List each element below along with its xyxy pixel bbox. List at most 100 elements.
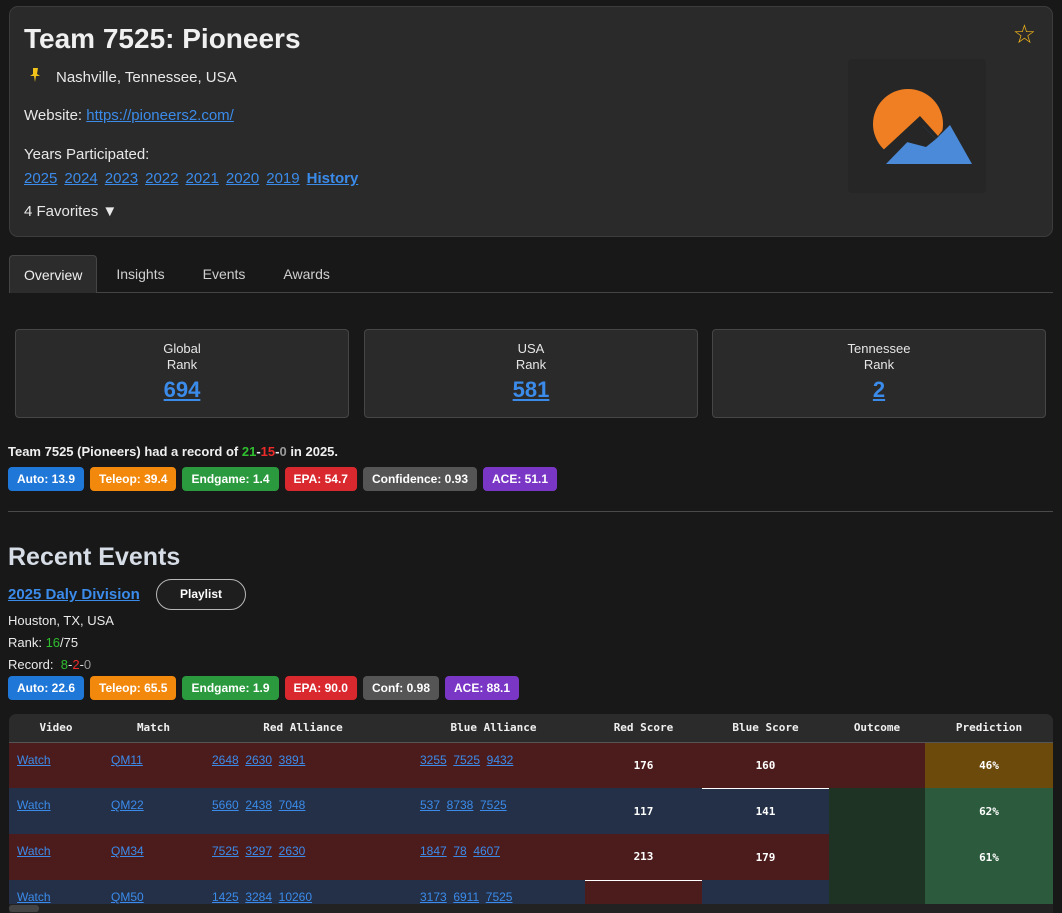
blue-score-cell: 179 xyxy=(702,834,829,880)
recent-events-title: Recent Events xyxy=(8,543,181,571)
team-link[interactable]: 7048 xyxy=(278,798,306,812)
event-rank-label: Rank: xyxy=(8,635,46,650)
team-link[interactable]: 10260 xyxy=(278,890,313,904)
year-link-2022[interactable]: 2022 xyxy=(145,170,179,187)
team-link[interactable]: 7525 xyxy=(212,844,239,858)
team-logo xyxy=(848,59,986,193)
team-link[interactable]: 7525 xyxy=(485,890,513,904)
team-location: Nashville, Tennessee, USA xyxy=(24,67,237,87)
red-alliance-cell: 2648 2630 3891 xyxy=(204,742,402,788)
match-link[interactable]: QM50 xyxy=(111,890,144,904)
table-row: Watch QM50 1425 3284 10260 3173 6911 752… xyxy=(9,879,1053,904)
scrollbar-thumb[interactable] xyxy=(9,905,39,912)
blue-alliance-cell: 3173 6911 7525 xyxy=(402,880,585,904)
column-header[interactable]: Red Score xyxy=(585,714,702,743)
team-link[interactable]: 4607 xyxy=(473,844,501,858)
playlist-button[interactable]: Playlist xyxy=(156,579,246,610)
teleop-badge: Teleop: 39.4 xyxy=(90,467,177,491)
year-link-2024[interactable]: 2024 xyxy=(64,170,98,187)
team-link[interactable]: 5660 xyxy=(212,798,239,812)
team-link[interactable]: 6911 xyxy=(453,890,480,904)
watch-link[interactable]: Watch xyxy=(17,752,51,767)
tab-events[interactable]: Events xyxy=(202,266,246,282)
location-text: Nashville, Tennessee, USA xyxy=(56,68,237,86)
column-header[interactable]: Match xyxy=(103,714,204,743)
team-link[interactable]: 1847 xyxy=(420,844,447,858)
column-header[interactable]: Prediction xyxy=(925,714,1053,743)
team-link[interactable]: 2648 xyxy=(212,752,239,767)
year-link-2025[interactable]: 2025 xyxy=(24,170,58,187)
team-header-card: Team 7525: Pioneers ☆ Nashville, Tenness… xyxy=(9,6,1053,237)
tab-overview[interactable]: Overview xyxy=(9,255,98,293)
outcome-cell xyxy=(829,742,925,788)
event-record-label: Record: xyxy=(8,657,58,672)
global-rank-value[interactable]: 694 xyxy=(163,377,201,402)
table-row: Watch QM22 5660 2438 7048 537 8738 7525 … xyxy=(9,787,1053,834)
column-header[interactable]: Outcome xyxy=(829,714,925,743)
video-cell: Watch xyxy=(9,742,103,788)
blue-alliance-cell: 3255 7525 9432 xyxy=(402,742,585,788)
year-link-2019[interactable]: 2019 xyxy=(266,170,300,187)
team-link[interactable]: 2630 xyxy=(245,752,273,767)
team-link[interactable]: 1425 xyxy=(212,890,239,904)
year-link-2021[interactable]: 2021 xyxy=(185,170,219,187)
rank-label: Tennessee Rank xyxy=(713,341,1045,373)
website-row: Website: https://pioneers2.com/ xyxy=(24,107,234,124)
outcome-cell xyxy=(829,834,925,880)
history-link[interactable]: History xyxy=(306,170,359,187)
match-link[interactable]: QM11 xyxy=(111,752,143,767)
team-link[interactable]: 7525 xyxy=(479,798,507,812)
match-link[interactable]: QM22 xyxy=(111,798,144,812)
rank-label-line1: Global xyxy=(163,341,201,356)
team-link[interactable]: 3891 xyxy=(278,752,306,767)
event-auto-badge: Auto: 22.6 xyxy=(8,676,85,700)
column-header[interactable]: Blue Alliance xyxy=(402,714,585,743)
blue-score-cell: 141 xyxy=(702,787,829,834)
event-ace-badge: ACE: 88.1 xyxy=(445,676,520,700)
endgame-badge: Endgame: 1.4 xyxy=(182,467,279,491)
team-link[interactable]: 78 xyxy=(453,844,467,858)
match-link[interactable]: QM34 xyxy=(111,844,144,858)
column-header[interactable]: Blue Score xyxy=(702,714,829,743)
usa-rank-value[interactable]: 581 xyxy=(512,377,550,402)
table-row: Watch QM11 2648 2630 3891 3255 7525 9432… xyxy=(9,741,1053,788)
website-label: Website: xyxy=(24,107,83,124)
team-link[interactable]: 3173 xyxy=(420,890,447,904)
watch-link[interactable]: Watch xyxy=(17,890,51,904)
year-link-2020[interactable]: 2020 xyxy=(225,170,260,187)
watch-link[interactable]: Watch xyxy=(17,844,51,858)
state-rank-value[interactable]: 2 xyxy=(872,377,886,402)
tab-awards[interactable]: Awards xyxy=(283,266,330,282)
watch-link[interactable]: Watch xyxy=(17,798,51,812)
record-ties: 0 xyxy=(279,444,287,459)
team-link[interactable]: 2438 xyxy=(245,798,273,812)
red-alliance-cell: 1425 3284 10260 xyxy=(204,880,402,904)
match-cell: QM50 xyxy=(103,880,204,904)
column-header[interactable]: Red Alliance xyxy=(204,714,402,743)
team-link[interactable]: 9432 xyxy=(486,752,514,767)
team-link[interactable]: 7525 xyxy=(453,752,481,767)
website-link[interactable]: https://pioneers2.com/ xyxy=(86,107,234,124)
table-horizontal-scrollbar[interactable] xyxy=(9,904,1053,913)
outcome-cell xyxy=(829,788,925,834)
record-wins: 21 xyxy=(241,444,257,459)
favorites-toggle[interactable]: 4 Favorites ▼ xyxy=(24,203,118,220)
prediction-cell: 61% xyxy=(925,834,1053,880)
team-link[interactable]: 3255 xyxy=(420,752,447,767)
team-link[interactable]: 3297 xyxy=(245,844,273,858)
event-name-link[interactable]: 2025 Daly Division xyxy=(8,586,140,603)
team-link[interactable]: 3284 xyxy=(245,890,273,904)
team-link[interactable]: 2630 xyxy=(278,844,306,858)
team-link[interactable]: 8738 xyxy=(446,798,474,812)
event-epa-badge: EPA: 90.0 xyxy=(284,676,357,700)
event-record-wins: 8 xyxy=(60,657,68,672)
tab-insights[interactable]: Insights xyxy=(116,266,165,282)
column-header[interactable]: Video xyxy=(9,714,103,743)
favorite-star-icon[interactable]: ☆ xyxy=(1012,19,1036,49)
red-score-cell xyxy=(585,879,702,904)
table-header-row: Video Match Red Alliance Blue Alliance R… xyxy=(9,714,1053,743)
prediction-cell: 46% xyxy=(925,742,1053,788)
team-link[interactable]: 537 xyxy=(420,798,441,812)
year-link-2023[interactable]: 2023 xyxy=(104,170,139,187)
team-tabs: Overview Insights Events Awards xyxy=(9,255,1053,293)
